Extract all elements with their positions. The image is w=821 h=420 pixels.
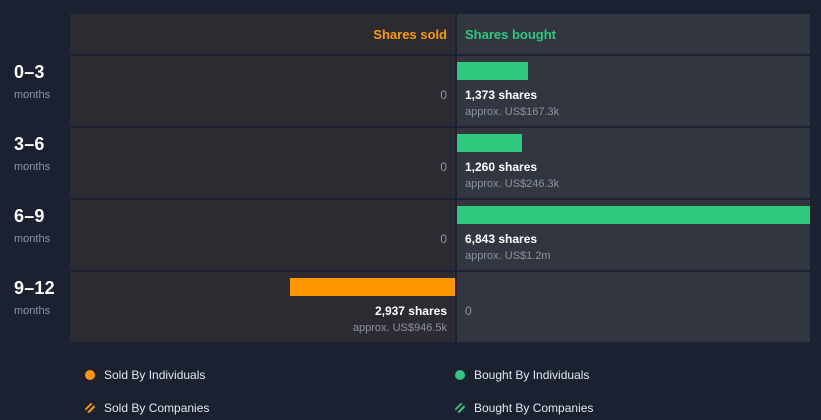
sold-approx-label: approx. US$946.5k [352,322,447,334]
sold-bar-track [70,62,455,80]
insider-transactions-chart: Shares sold Shares bought 0–3 months 0 [0,14,821,344]
period-row-9-12: 9–12 months 2,937 shares approx. US$946.… [0,272,821,342]
legend-label-sold-companies: Sold By Companies [104,401,210,415]
sold-bar[interactable] [289,278,455,296]
sold-bar-track [70,134,455,152]
period-row-6-9: 6–9 months 0 6,843 shares a [0,200,821,270]
bought-approx-label: approx. US$246.3k [465,178,560,190]
legend-label-bought-individuals: Bought By Individuals [474,368,590,382]
header-spacer [0,14,70,54]
period-row-3-6: 3–6 months 0 1,260 shares a [0,128,821,198]
sold-shares-label: 0 [440,160,447,174]
period-label-group: 3–6 months [0,128,70,198]
shares-bought-header: Shares bought [465,26,557,42]
legend-label-bought-companies: Bought By Companies [474,401,594,415]
sold-shares-label: 0 [440,232,447,246]
bought-individuals-swatch-icon [455,370,465,380]
bought-bar-track [457,206,810,224]
bought-header-cell: Shares bought [457,14,810,54]
legend: Sold By Individuals Bought By Individual… [85,368,810,415]
period-unit: months [14,89,51,101]
sold-shares-label: 0 [440,88,447,102]
period-label-group: 0–3 months [0,56,70,126]
bought-approx-label: approx. US$1.2m [465,250,551,262]
sold-header-cell: Shares sold [70,14,455,54]
sold-bar-track [70,206,455,224]
bought-shares-label: 6,843 shares [465,232,538,246]
bought-cell: 1,373 shares approx. US$167.3k [457,56,810,126]
legend-item-sold-companies[interactable]: Sold By Companies [85,401,455,415]
period-unit: months [14,161,51,173]
bought-companies-swatch-icon [455,403,465,413]
bought-bar-track [457,134,810,152]
legend-label-sold-individuals: Sold By Individuals [104,368,206,382]
bought-cell: 1,260 shares approx. US$246.3k [457,128,810,198]
sold-cell: 2,937 shares approx. US$946.5k [70,272,455,342]
bought-bar[interactable] [457,206,810,224]
period-range: 9–12 [14,278,55,298]
period-range: 3–6 [14,134,45,154]
bought-shares-label: 1,260 shares [465,160,538,174]
bought-bar[interactable] [457,134,522,152]
shares-sold-header: Shares sold [373,26,447,42]
period-label-group: 6–9 months [0,200,70,270]
bought-approx-label: approx. US$167.3k [465,106,560,118]
legend-item-bought-individuals[interactable]: Bought By Individuals [455,368,810,382]
period-row-0-3: 0–3 months 0 1,373 shares a [0,56,821,126]
period-unit: months [14,305,51,317]
bought-shares-label: 1,373 shares [465,88,538,102]
sold-cell: 0 [70,128,455,198]
sold-individuals-swatch-icon [85,370,95,380]
bought-shares-label: 0 [465,304,472,318]
bought-cell: 6,843 shares approx. US$1.2m [457,200,810,270]
period-range: 0–3 [14,62,45,82]
bought-cell: 0 [457,272,810,342]
sold-cell: 0 [70,200,455,270]
sold-companies-swatch-icon [85,403,95,413]
bought-bar[interactable] [457,62,528,80]
period-range: 6–9 [14,206,45,226]
period-label-group: 9–12 months [0,272,70,342]
bought-bar-track [457,62,810,80]
bought-bar-track [457,278,810,296]
period-unit: months [14,233,51,245]
sold-cell: 0 [70,56,455,126]
sold-bar-track [70,278,455,296]
legend-item-sold-individuals[interactable]: Sold By Individuals [85,368,455,382]
chart-header: Shares sold Shares bought [0,14,821,54]
sold-shares-label: 2,937 shares [374,304,447,318]
legend-item-bought-companies[interactable]: Bought By Companies [455,401,810,415]
